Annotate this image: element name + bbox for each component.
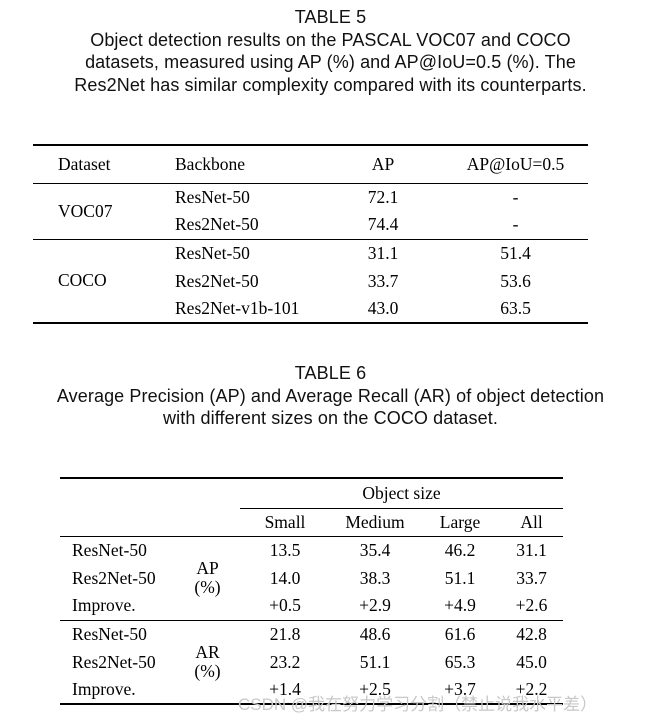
table-row: Improve. +1.4 +2.5 +3.7 +2.2 bbox=[60, 676, 563, 704]
table5-col-ap: AP bbox=[371, 153, 395, 174]
table6-col-all: All bbox=[500, 508, 564, 537]
value-cell: +2.2 bbox=[515, 679, 548, 699]
model-cell: Res2Net-50 bbox=[72, 567, 156, 588]
value-cell: +0.5 bbox=[269, 595, 301, 616]
value-cell: 65.3 bbox=[444, 651, 476, 672]
value-cell: +1.4 bbox=[269, 679, 301, 699]
table6-caption: TABLE 6 Average Precision (AP) and Avera… bbox=[0, 362, 661, 430]
table-row: Res2Net-50 33.7 53.6 bbox=[33, 267, 588, 295]
metric-unit: (%) bbox=[194, 577, 221, 597]
backbone-cell: Res2Net-50 bbox=[175, 214, 259, 235]
spacer-cell bbox=[60, 478, 240, 508]
value-cell: 23.2 bbox=[269, 651, 301, 672]
backbone-cell: ResNet-50 bbox=[175, 242, 250, 263]
table-row: COCO ResNet-50 31.1 51.4 bbox=[33, 239, 588, 291]
table5: Dataset Backbone AP AP@IoU=0.5 VOC07 Res… bbox=[33, 144, 588, 324]
metric-name: AR bbox=[195, 641, 220, 662]
table6: Object size Small Medium Large All ResNe… bbox=[60, 477, 564, 705]
csdn-watermark: CSDN @我在努力学习分割（禁止说我水平差） bbox=[238, 695, 598, 714]
value-cell: 45.0 bbox=[516, 651, 547, 672]
value-cell: 46.2 bbox=[444, 539, 476, 560]
model-cell: ResNet-50 bbox=[72, 539, 147, 560]
table6-col-large: Large bbox=[420, 508, 500, 537]
spacer-cell bbox=[60, 508, 240, 537]
value-cell: 51.1 bbox=[359, 651, 391, 672]
value-cell: 42.8 bbox=[516, 623, 547, 644]
table6-caption-line-1: Average Precision (AP) and Average Recal… bbox=[56, 385, 605, 406]
table6-metric-ar: AR (%) bbox=[175, 620, 240, 704]
model-cell: Improve. bbox=[72, 679, 136, 699]
value-cell: +4.9 bbox=[444, 595, 476, 616]
ap-cell: 74.4 bbox=[367, 214, 399, 235]
ap-cell: 31.1 bbox=[367, 242, 399, 263]
table5-caption-line-3: Res2Net has similar complexity compared … bbox=[74, 74, 587, 95]
table6-size-header-row: Small Medium Large All bbox=[60, 508, 564, 537]
table5-caption: TABLE 5 Object detection results on the … bbox=[0, 6, 661, 96]
table-row: VOC07 ResNet-50 72.1 - bbox=[33, 183, 588, 221]
value-cell: +2.9 bbox=[359, 595, 391, 616]
table-row: ResNet-50 AP (%) 13.5 35.4 46.2 31.1 bbox=[60, 536, 563, 597]
value-cell: 33.7 bbox=[516, 567, 547, 588]
ap-iou-cell: 51.4 bbox=[500, 242, 531, 263]
table-row: Res2Net-v1b-101 43.0 63.5 bbox=[33, 295, 588, 323]
value-cell: 31.1 bbox=[516, 539, 547, 560]
table6-objectsize-row: Object size bbox=[60, 478, 564, 509]
table-row: Res2Net-50 23.2 51.1 65.3 45.0 bbox=[60, 648, 563, 676]
table5-col-apiou: AP@IoU=0.5 bbox=[466, 153, 565, 174]
metric-name: AP bbox=[196, 558, 219, 578]
ap-iou-cell: - bbox=[512, 214, 519, 235]
table6-col-small: Small bbox=[240, 508, 330, 537]
table5-col-backbone: Backbone bbox=[175, 153, 245, 174]
value-cell: 35.4 bbox=[359, 539, 391, 560]
ap-iou-cell: 53.6 bbox=[500, 270, 531, 291]
backbone-cell: Res2Net-v1b-101 bbox=[175, 298, 300, 318]
value-cell: 51.1 bbox=[444, 567, 476, 588]
value-cell: 14.0 bbox=[269, 567, 301, 588]
table5-col-dataset: Dataset bbox=[58, 153, 111, 174]
ap-cell: 33.7 bbox=[367, 270, 399, 291]
value-cell: 48.6 bbox=[359, 623, 391, 644]
table5-caption-line-2: datasets, measured using AP (%) and AP@I… bbox=[85, 52, 576, 72]
backbone-cell: ResNet-50 bbox=[175, 186, 250, 207]
table-row: ResNet-50 AR (%) 21.8 48.6 61.6 42.8 bbox=[60, 620, 563, 681]
table-row: Improve. +0.5 +2.9 +4.9 +2.6 bbox=[60, 592, 563, 620]
metric-unit: (%) bbox=[194, 660, 221, 681]
table5-header-row: Dataset Backbone AP AP@IoU=0.5 bbox=[33, 145, 588, 183]
table5-label: TABLE 5 bbox=[294, 7, 367, 27]
table5-dataset-voc07: VOC07 bbox=[58, 200, 113, 221]
value-cell: 38.3 bbox=[359, 567, 391, 588]
table6-col-medium: Medium bbox=[330, 508, 420, 537]
value-cell: +3.7 bbox=[444, 679, 476, 699]
table6-caption-line-2: with different sizes on the COCO dataset… bbox=[163, 408, 498, 428]
ap-iou-cell: 63.5 bbox=[500, 298, 531, 318]
value-cell: 21.8 bbox=[269, 623, 301, 644]
table6-label: TABLE 6 bbox=[294, 363, 367, 383]
ap-iou-cell: - bbox=[512, 186, 519, 207]
backbone-cell: Res2Net-50 bbox=[175, 270, 259, 291]
table6-metric-ap: AP (%) bbox=[175, 536, 240, 620]
table6-object-size-header: Object size bbox=[240, 478, 564, 509]
value-cell: +2.5 bbox=[359, 679, 391, 699]
value-cell: 61.6 bbox=[444, 623, 476, 644]
model-cell: Improve. bbox=[72, 595, 136, 616]
table-row: Res2Net-50 74.4 - bbox=[33, 211, 588, 239]
model-cell: ResNet-50 bbox=[72, 623, 147, 644]
value-cell: +2.6 bbox=[515, 595, 548, 616]
table5-dataset-coco: COCO bbox=[58, 270, 107, 291]
table5-caption-line-1: Object detection results on the PASCAL V… bbox=[90, 29, 571, 50]
table-row: Res2Net-50 14.0 38.3 51.1 33.7 bbox=[60, 564, 563, 592]
value-cell: 13.5 bbox=[269, 539, 301, 560]
ap-cell: 72.1 bbox=[367, 186, 399, 207]
ap-cell: 43.0 bbox=[367, 298, 399, 318]
model-cell: Res2Net-50 bbox=[72, 651, 156, 672]
